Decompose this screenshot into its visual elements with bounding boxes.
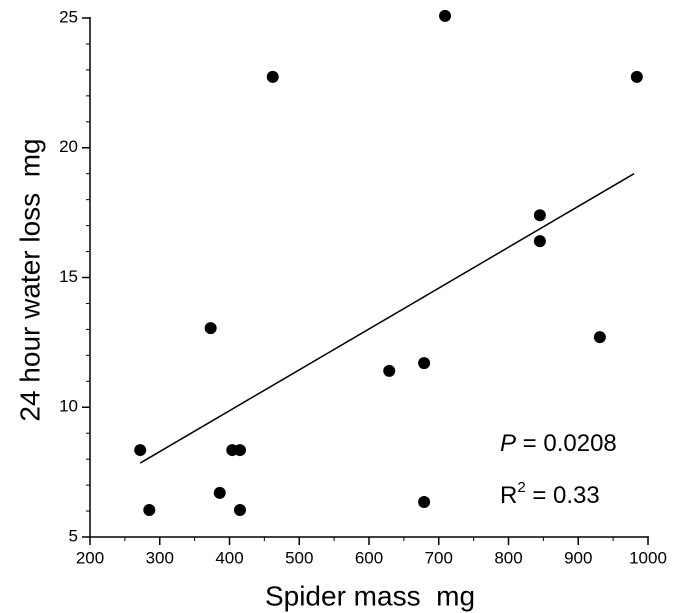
- data-point: [143, 504, 156, 517]
- data-point: [233, 444, 246, 457]
- y-tick-label: 25: [59, 7, 78, 26]
- y-tick-label: 20: [59, 137, 78, 156]
- data-point: [533, 235, 546, 248]
- x-tick-label: 200: [76, 548, 104, 567]
- data-point: [383, 364, 396, 377]
- data-point: [630, 70, 643, 83]
- p-value: = 0.0208: [516, 430, 617, 457]
- r2-annotation: R2 = 0.33: [500, 479, 600, 509]
- data-point: [418, 357, 431, 370]
- x-tick-label: 800: [494, 548, 522, 567]
- r-symbol: R: [500, 482, 517, 509]
- data-point: [266, 70, 279, 83]
- r2-value: = 0.33: [526, 482, 600, 509]
- data-point: [533, 209, 546, 222]
- data-point: [439, 9, 452, 22]
- fit-line: [139, 173, 635, 464]
- x-tick-label: 300: [146, 548, 174, 567]
- x-tick-label: 400: [215, 548, 243, 567]
- x-tick-label: 900: [564, 548, 592, 567]
- p-annotation: P = 0.0208: [500, 430, 617, 457]
- data-point: [204, 322, 217, 335]
- p-symbol: P: [500, 430, 516, 457]
- y-tick-label: 10: [59, 397, 78, 416]
- data-point: [233, 504, 246, 517]
- x-tick-label: 600: [355, 548, 383, 567]
- r-superscript: 2: [517, 479, 525, 496]
- x-tick-label: 500: [285, 548, 313, 567]
- y-tick-label: 15: [59, 267, 78, 286]
- x-tick-label: 700: [425, 548, 453, 567]
- data-point: [593, 331, 606, 344]
- data-point: [213, 486, 226, 499]
- data-point: [418, 495, 431, 508]
- x-tick-label: 1000: [629, 548, 667, 567]
- y-axis-label: 24 hour water loss mg: [14, 138, 45, 421]
- data-point: [134, 444, 147, 457]
- y-tick-label: 5: [69, 526, 78, 545]
- x-axis-label: Spider mass mg: [265, 580, 475, 611]
